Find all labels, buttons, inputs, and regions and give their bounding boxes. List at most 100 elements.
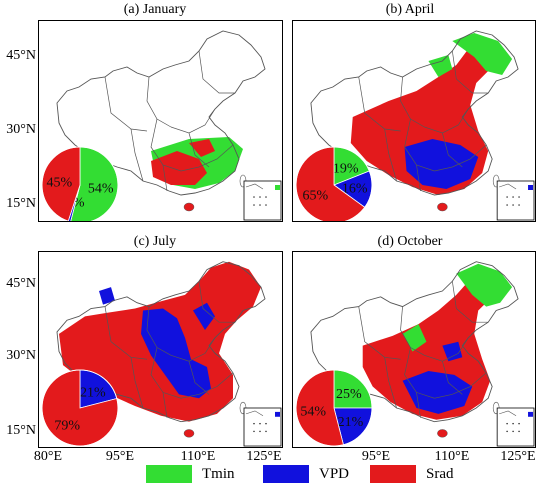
- province-boundary-2: [424, 108, 469, 134]
- map-svg-c: [56, 261, 282, 447]
- pie-label-tmin: 25%: [336, 387, 362, 402]
- inset-coastline: [499, 183, 517, 190]
- lat-label-15n-top: 15°N: [6, 196, 36, 211]
- province-boundary-4: [434, 144, 487, 172]
- region-vpd-3: [404, 139, 479, 189]
- region-vpd-2: [193, 302, 215, 330]
- pie-label-vpd: 16%: [342, 182, 368, 197]
- region-vpd-3: [99, 287, 115, 305]
- pie-outline: [295, 146, 373, 221]
- province-boundary-2: [424, 337, 469, 362]
- pie-chart-a: 54%1%45%: [41, 146, 119, 221]
- inset-island-dot: [265, 196, 267, 198]
- inset-island-dot: [259, 422, 261, 425]
- hainan-island: [183, 429, 195, 438]
- pie-chart-c: 21% 79%: [41, 369, 119, 447]
- south-china-sea-inset: [243, 180, 282, 221]
- panel-a-title: (a) January: [123, 2, 187, 17]
- region-vpd-4: [442, 341, 463, 362]
- legend-tmin-label: Tmin: [202, 465, 235, 482]
- province-boundary-0: [400, 306, 425, 356]
- map-panel-d: 25% 21% 54%: [292, 251, 536, 448]
- south-china-sea-inset: [243, 407, 282, 447]
- province-boundary-6: [188, 361, 210, 395]
- province-boundary-0: [146, 76, 172, 128]
- lat-label-30n-bottom: 30°N: [6, 348, 36, 363]
- legend-vpd: VPD: [263, 465, 349, 483]
- lat-label-15n-bottom: 15°N: [6, 423, 36, 438]
- inset-coastline: [245, 410, 264, 417]
- inset-island-dot: [518, 422, 520, 425]
- legend-srad: Srad: [370, 465, 454, 483]
- region-vpd-1: [141, 308, 211, 399]
- panel-c-title: (c) July: [133, 234, 177, 249]
- lon-label-125e-right: 125°E: [500, 449, 536, 464]
- legend-tmin-swatch: [146, 465, 192, 483]
- pie-label-srad: 65%: [303, 188, 329, 203]
- inset-island-dot: [253, 204, 255, 206]
- inset-island-dot: [512, 430, 514, 433]
- hainan-island: [183, 202, 195, 212]
- province-boundary-3: [404, 347, 435, 399]
- inset-island-dot: [506, 204, 508, 206]
- lon-label-110e-left: 110°E: [180, 449, 216, 464]
- legend-srad-swatch: [370, 465, 416, 483]
- map-panel-c: 21% 79%: [38, 251, 283, 448]
- map-panel-a: 54% 1% 45%: [38, 20, 283, 222]
- country-outline: [310, 261, 519, 423]
- inset-island-dot: [506, 430, 508, 433]
- province-boundary-6: [442, 361, 463, 395]
- inset-fragment: [528, 411, 534, 417]
- inset-island-dot: [265, 422, 267, 425]
- province-boundary-0: [146, 306, 172, 356]
- province-boundary-4: [180, 372, 234, 399]
- province-boundary-1: [358, 306, 401, 360]
- inset-island-dot: [265, 204, 267, 206]
- inset-coastline: [245, 183, 264, 190]
- region-tmin-1: [452, 33, 513, 75]
- region-tmin-2: [428, 55, 453, 77]
- province-boundary-8: [416, 164, 421, 192]
- province-boundary-5: [130, 357, 144, 409]
- province-boundary-5: [130, 128, 144, 182]
- province-boundary-4: [434, 372, 487, 399]
- pie-outline: [41, 369, 119, 447]
- inset-island-dot: [506, 422, 508, 425]
- region-tmin-2: [402, 324, 427, 352]
- inset-island-dot: [259, 430, 261, 433]
- inset-island-dot: [253, 196, 255, 198]
- lon-label-95e-left: 95°E: [105, 449, 135, 464]
- region-vpd-3: [402, 370, 473, 414]
- pie-chart-d: 25% 21% 54%: [295, 369, 373, 447]
- country-outline: [310, 30, 519, 196]
- province-boundary-8: [162, 392, 168, 418]
- inset-fragment: [275, 411, 280, 417]
- hainan-island: [437, 429, 448, 438]
- legend-vpd-swatch: [263, 465, 309, 483]
- inset-fragment: [275, 185, 280, 190]
- lat-label-30n-top: 30°N: [6, 122, 36, 137]
- province-boundary-7: [198, 50, 235, 94]
- inset-island-dot: [506, 196, 508, 198]
- province-boundary-8: [416, 392, 421, 418]
- province-boundary-1: [104, 306, 148, 360]
- region-srad-2: [189, 139, 215, 157]
- inset-island-dot: [265, 430, 267, 433]
- lon-label-95e-right: 95°E: [361, 449, 391, 464]
- pie-label-srad: 45%: [47, 176, 73, 191]
- lat-label-45n-top: 45°N: [6, 48, 36, 63]
- lon-label-110e-right: 110°E: [434, 449, 470, 464]
- pie-label-tmin: 19%: [333, 162, 359, 177]
- inset-island-dot: [512, 204, 514, 206]
- panel-b-title: (b) April: [385, 2, 435, 17]
- province-boundary-3: [150, 118, 182, 172]
- legend-srad-label: Srad: [426, 465, 454, 482]
- legend-tmin: Tmin: [146, 465, 235, 483]
- south-china-sea-inset: [496, 407, 535, 447]
- province-boundary-3: [150, 347, 182, 399]
- pie-label-tmin: 54%: [88, 182, 114, 197]
- pie-outline: [41, 146, 119, 221]
- pie-chart-b: 19% 16% 65%: [295, 146, 373, 221]
- inset-island-dot: [518, 204, 520, 206]
- lon-label-80e-left: 80°E: [33, 449, 63, 464]
